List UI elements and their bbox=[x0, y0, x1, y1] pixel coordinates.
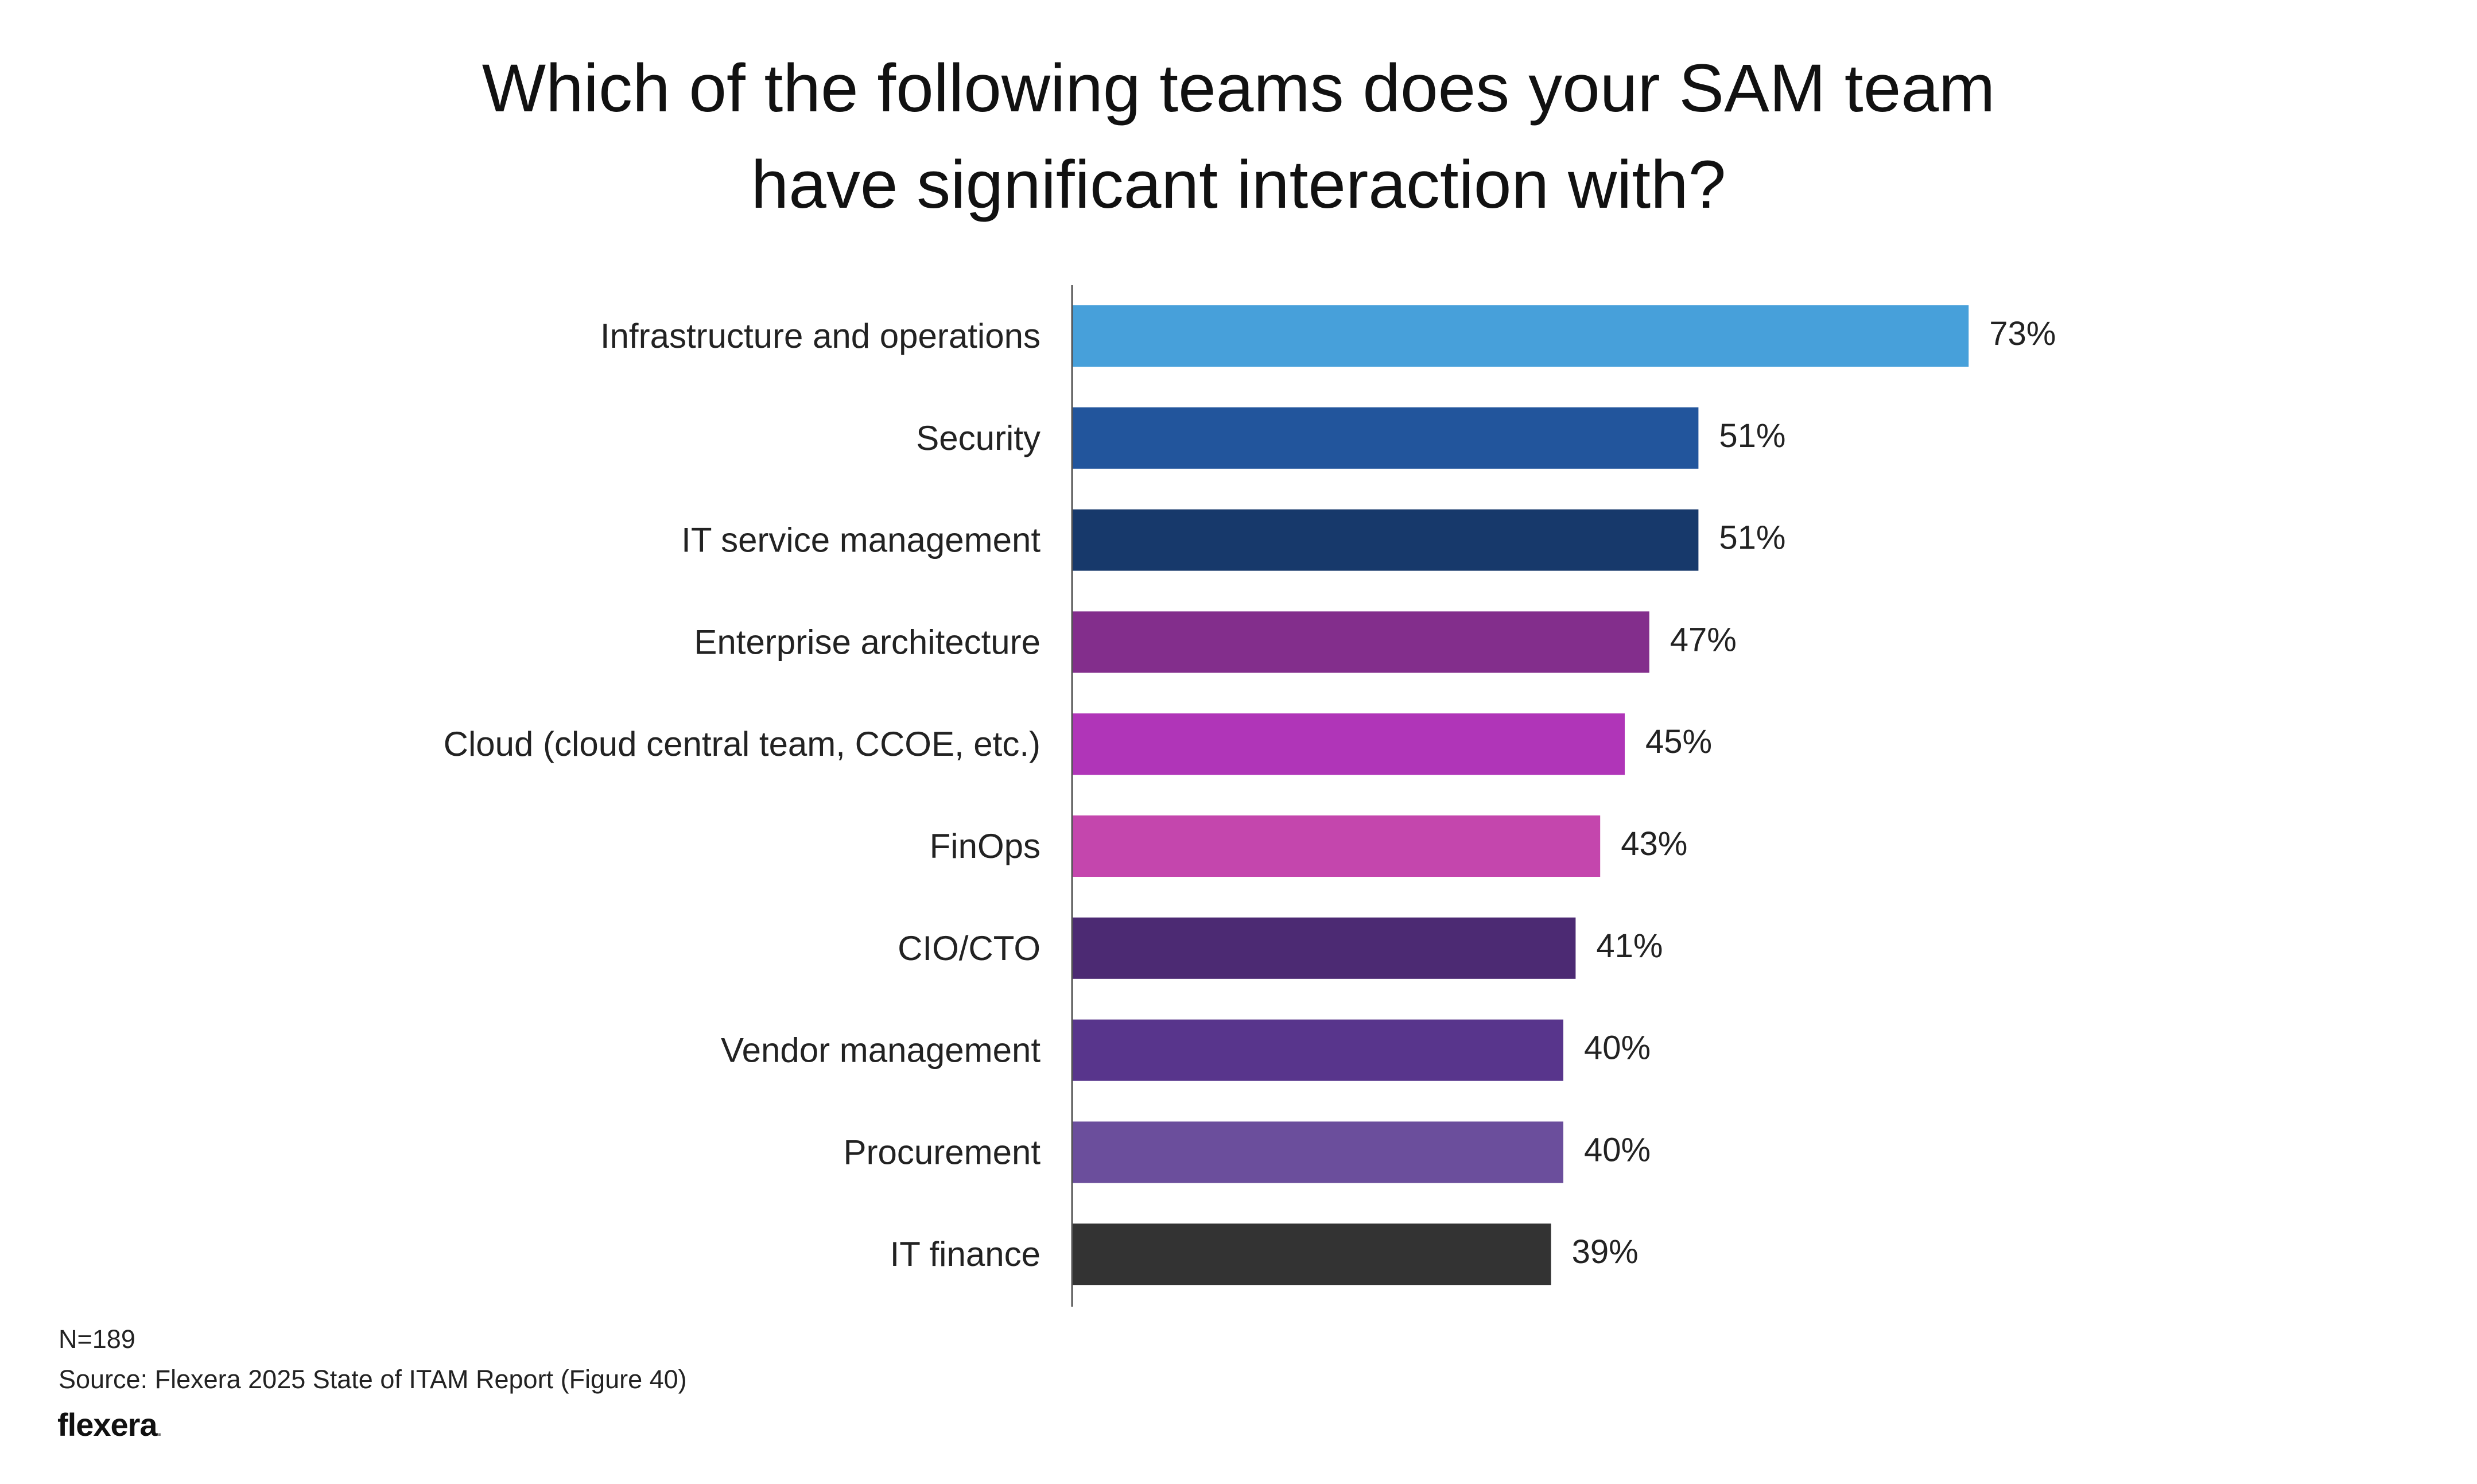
bar-2 bbox=[1072, 509, 1699, 571]
bar-1 bbox=[1072, 407, 1699, 469]
logo-wordmark: flexera bbox=[57, 1407, 158, 1443]
bar-8 bbox=[1072, 1121, 1563, 1183]
chart-title-line-2: have significant interaction with? bbox=[751, 147, 1726, 223]
bar-6 bbox=[1072, 917, 1576, 979]
value-label-1: 51% bbox=[1719, 417, 1785, 454]
value-label-4: 45% bbox=[1645, 723, 1712, 760]
bars-layer: Infrastructure and operations 73% Security… bbox=[444, 305, 2056, 1285]
value-label-5: 43% bbox=[1621, 825, 1687, 863]
bar-9 bbox=[1072, 1223, 1551, 1285]
category-label-6: CIO/CTO bbox=[898, 929, 1041, 968]
value-label-6: 41% bbox=[1596, 927, 1663, 965]
category-label-9: IT finance bbox=[890, 1235, 1041, 1273]
value-label-0: 73% bbox=[1989, 315, 2056, 352]
bar-3 bbox=[1072, 611, 1649, 673]
value-label-3: 47% bbox=[1670, 621, 1737, 658]
value-label-9: 39% bbox=[1572, 1233, 1639, 1271]
category-label-3: Enterprise architecture bbox=[694, 623, 1041, 661]
value-label-8: 40% bbox=[1584, 1131, 1651, 1168]
category-label-5: FinOps bbox=[930, 827, 1041, 865]
category-label-2: IT service management bbox=[681, 521, 1041, 560]
value-label-2: 51% bbox=[1719, 519, 1785, 557]
chart-title: Which of the following teams does your S… bbox=[0, 40, 2477, 233]
category-label-8: Procurement bbox=[844, 1133, 1041, 1171]
bar-7 bbox=[1072, 1019, 1563, 1081]
sample-size-note: N=189 bbox=[59, 1324, 135, 1354]
category-label-7: Vendor management bbox=[721, 1031, 1041, 1070]
logo-dot: . bbox=[157, 1421, 162, 1440]
bar-4 bbox=[1072, 713, 1625, 775]
value-label-7: 40% bbox=[1584, 1030, 1651, 1067]
chart-title-line-1: Which of the following teams does your S… bbox=[482, 50, 1995, 126]
flexera-logo: flexera. bbox=[57, 1406, 162, 1443]
category-label-0: Infrastructure and operations bbox=[600, 317, 1041, 355]
category-label-4: Cloud (cloud central team, CCOE, etc.) bbox=[444, 725, 1041, 763]
category-label-1: Security bbox=[916, 419, 1041, 457]
bar-5 bbox=[1072, 815, 1601, 877]
source-note: Source: Flexera 2025 State of ITAM Repor… bbox=[59, 1365, 687, 1394]
bar-0 bbox=[1072, 305, 1969, 367]
